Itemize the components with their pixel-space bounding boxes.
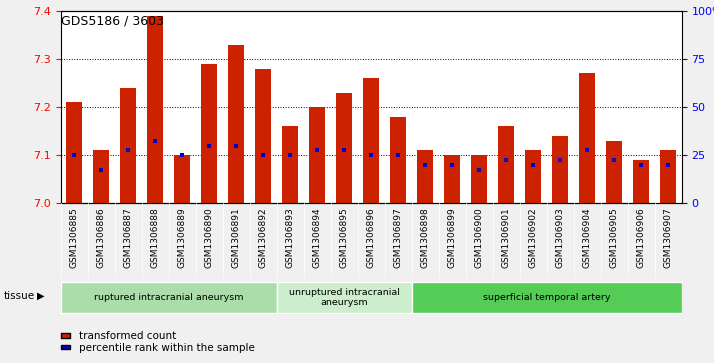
FancyBboxPatch shape: [277, 282, 412, 313]
Text: unruptured intracranial
aneurysm: unruptured intracranial aneurysm: [289, 288, 400, 307]
Text: GSM1306894: GSM1306894: [313, 207, 322, 268]
Bar: [606, 141, 623, 203]
Bar: [201, 64, 217, 203]
Text: ruptured intracranial aneurysm: ruptured intracranial aneurysm: [94, 293, 243, 302]
Text: GSM1306891: GSM1306891: [232, 207, 241, 268]
Bar: [444, 155, 461, 203]
Text: GSM1306902: GSM1306902: [529, 207, 538, 268]
Bar: [309, 107, 326, 203]
Bar: [417, 150, 433, 203]
Text: GSM1306893: GSM1306893: [286, 207, 295, 268]
Text: GSM1306906: GSM1306906: [637, 207, 646, 268]
FancyBboxPatch shape: [412, 282, 682, 313]
Text: GDS5186 / 3603: GDS5186 / 3603: [61, 15, 164, 28]
Text: GSM1306901: GSM1306901: [502, 207, 511, 268]
Text: GSM1306905: GSM1306905: [610, 207, 619, 268]
Text: GSM1306887: GSM1306887: [124, 207, 133, 268]
Bar: [633, 160, 650, 203]
Text: GSM1306888: GSM1306888: [151, 207, 160, 268]
Bar: [552, 136, 568, 203]
FancyBboxPatch shape: [61, 282, 277, 313]
Text: GSM1306886: GSM1306886: [96, 207, 106, 268]
Text: GSM1306907: GSM1306907: [664, 207, 673, 268]
Bar: [498, 126, 514, 203]
Bar: [336, 93, 353, 203]
Text: GSM1306889: GSM1306889: [178, 207, 187, 268]
Text: GSM1306885: GSM1306885: [70, 207, 79, 268]
Bar: [363, 78, 379, 203]
Text: GSM1306890: GSM1306890: [205, 207, 213, 268]
Text: GSM1306897: GSM1306897: [394, 207, 403, 268]
Bar: [282, 126, 298, 203]
Text: GSM1306898: GSM1306898: [421, 207, 430, 268]
Bar: [120, 88, 136, 203]
Text: transformed count: transformed count: [79, 331, 176, 341]
Text: GSM1306892: GSM1306892: [258, 207, 268, 268]
Text: GSM1306899: GSM1306899: [448, 207, 457, 268]
Text: GSM1306903: GSM1306903: [555, 207, 565, 268]
Bar: [255, 69, 271, 203]
Bar: [147, 16, 164, 203]
Bar: [228, 45, 244, 203]
Text: GSM1306896: GSM1306896: [367, 207, 376, 268]
Bar: [660, 150, 676, 203]
Text: tissue: tissue: [4, 291, 35, 301]
Text: superficial temporal artery: superficial temporal artery: [483, 293, 610, 302]
Text: GSM1306895: GSM1306895: [340, 207, 348, 268]
Text: ▶: ▶: [37, 291, 45, 301]
Text: GSM1306900: GSM1306900: [475, 207, 484, 268]
Bar: [174, 155, 191, 203]
Bar: [66, 102, 82, 203]
Bar: [471, 155, 488, 203]
Bar: [93, 150, 109, 203]
Text: percentile rank within the sample: percentile rank within the sample: [79, 343, 254, 353]
Bar: [579, 73, 595, 203]
Bar: [390, 117, 406, 203]
Text: GSM1306904: GSM1306904: [583, 207, 592, 268]
Bar: [526, 150, 541, 203]
